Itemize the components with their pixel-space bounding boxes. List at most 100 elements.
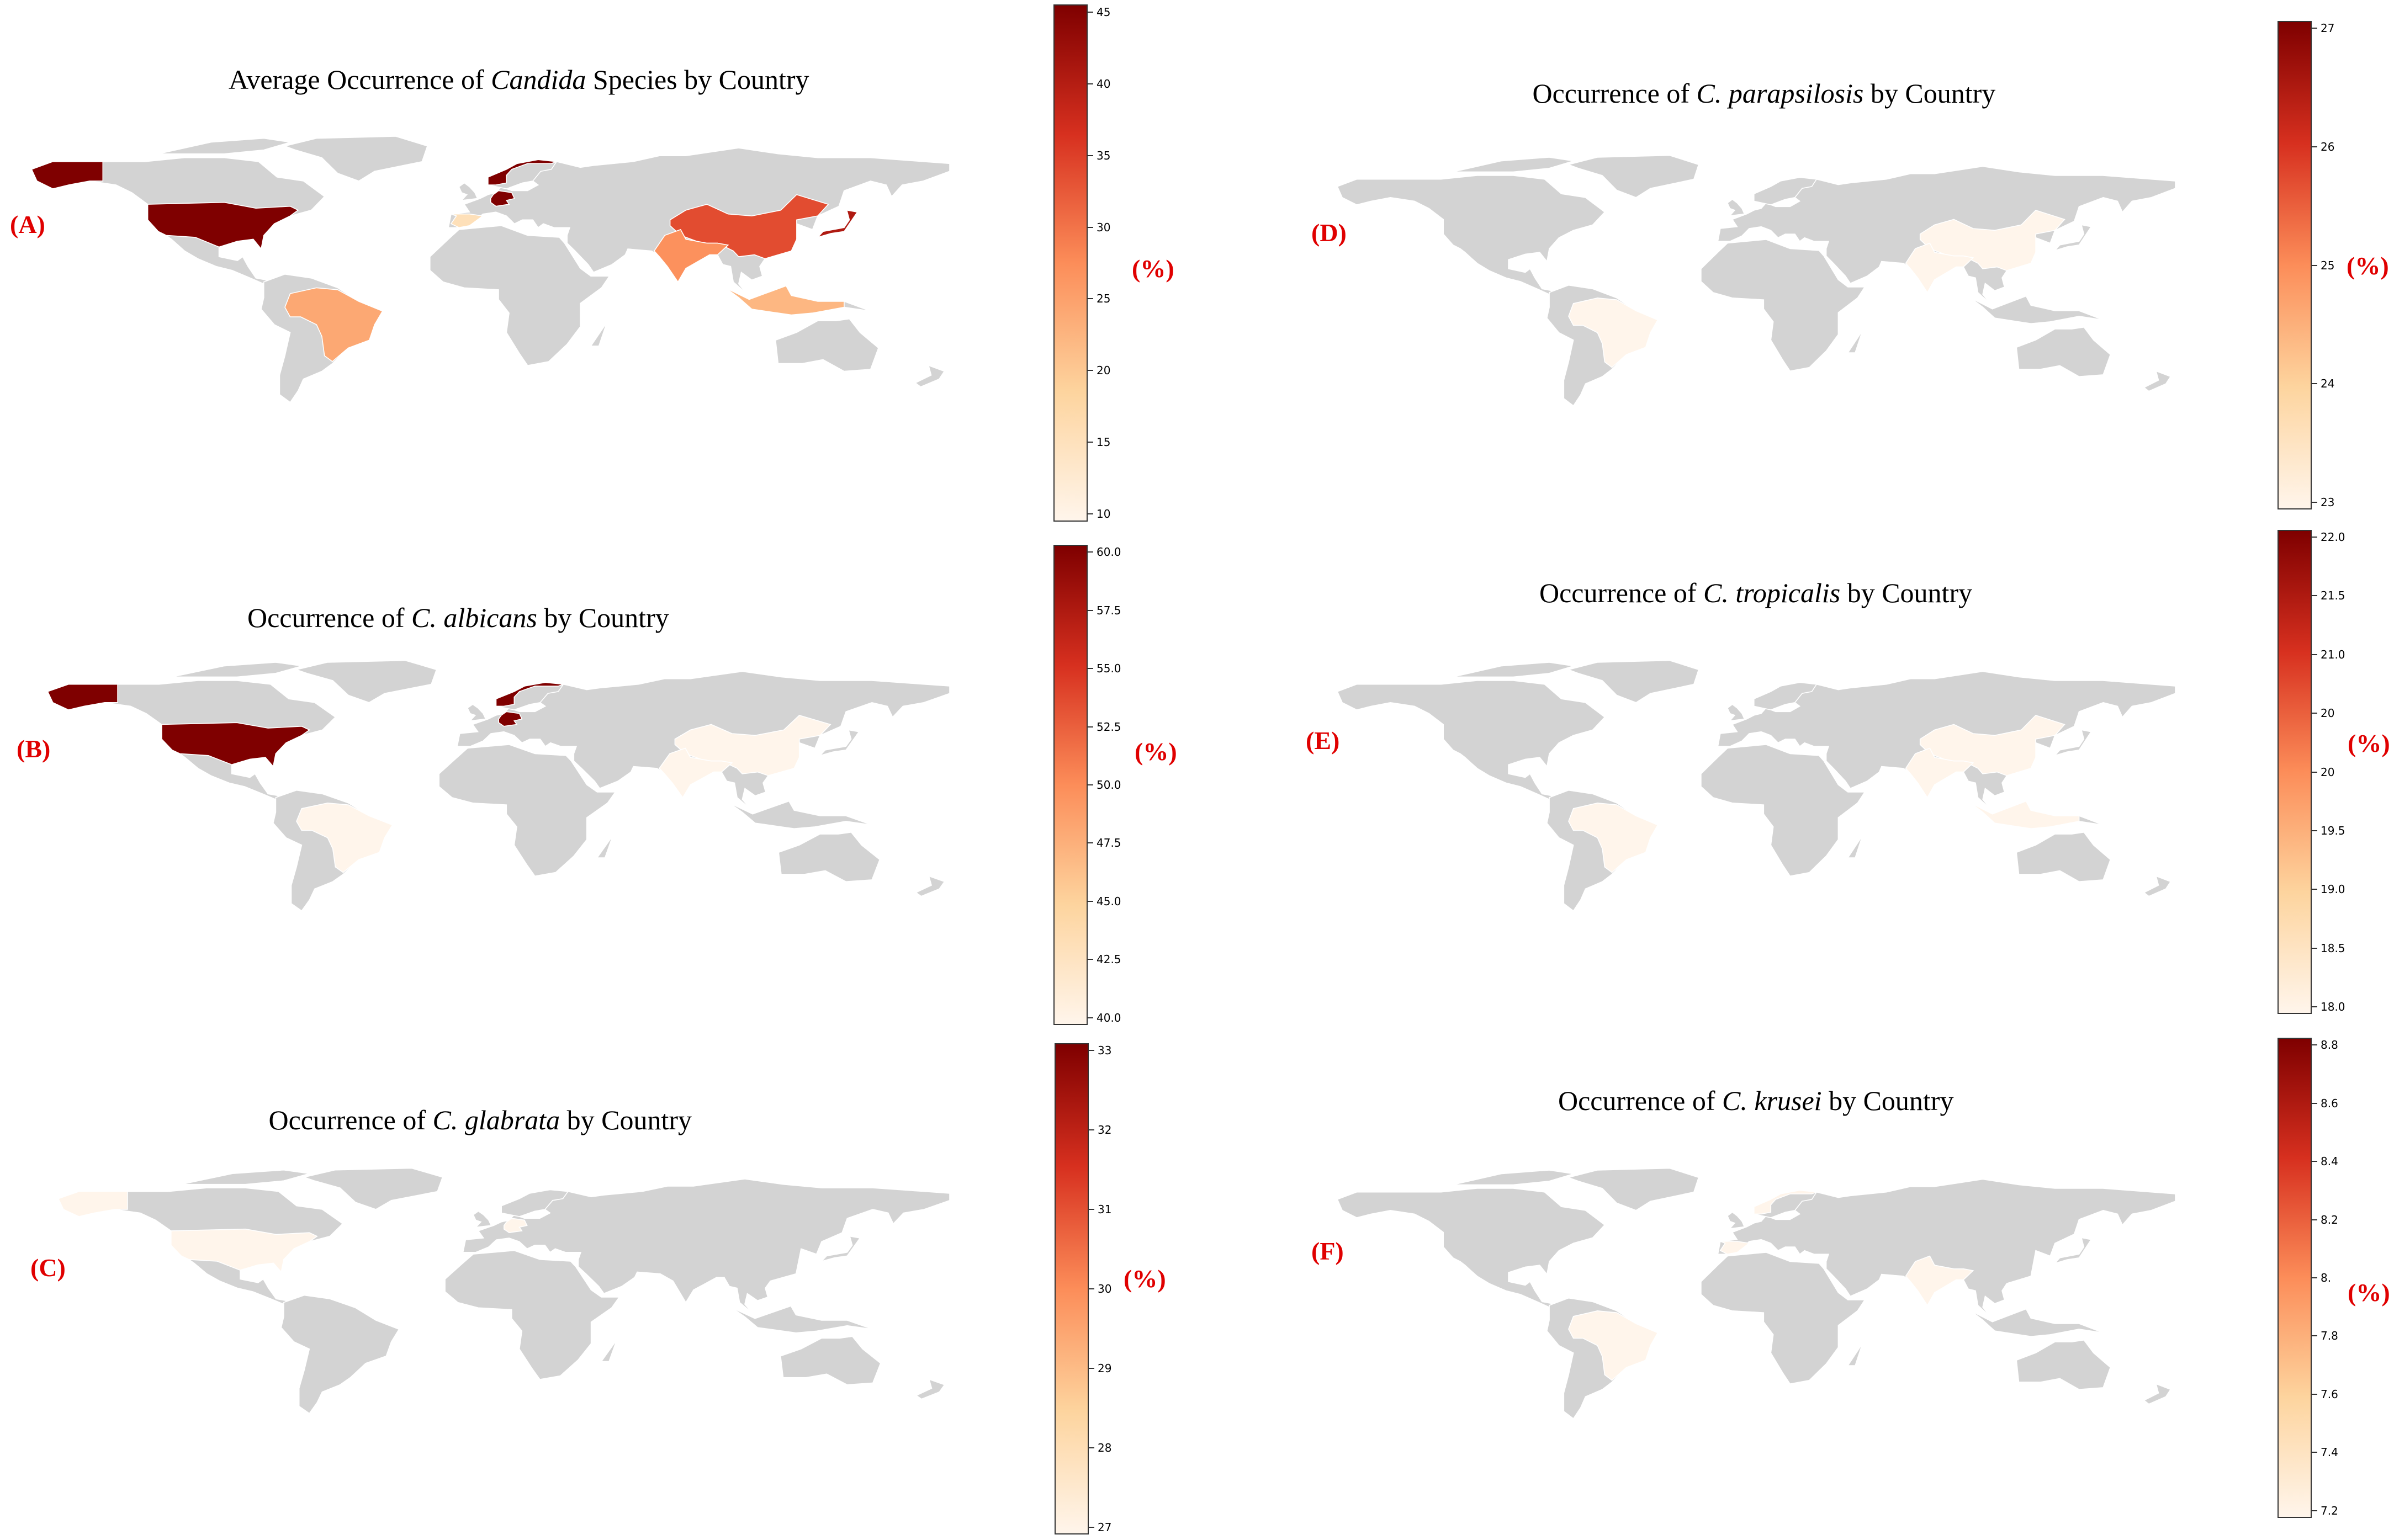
- country-spain: [1719, 1241, 1751, 1255]
- country-brazil: [1568, 802, 1659, 873]
- colorbar-tick-mark: [1088, 1017, 1093, 1018]
- map-panel-a: [31, 136, 950, 403]
- country-india: [659, 747, 733, 799]
- colorbar-tick-mark: [2312, 1044, 2317, 1046]
- colorbar-tick-mark: [1089, 1129, 1094, 1131]
- colorbar-tick-label: 25: [2321, 258, 2335, 272]
- landmass-new-zealand: [915, 1378, 945, 1400]
- country-united-states: [147, 201, 299, 250]
- colorbar-tick-label: 24: [2321, 377, 2335, 391]
- colorbar-tick-label: 22.0: [2321, 530, 2345, 544]
- landmass-indonesia: [732, 1305, 873, 1334]
- landmass-great-britain: [1726, 199, 1745, 216]
- landmass-madagascar: [600, 1340, 617, 1362]
- colorbar-tick-mark: [1088, 784, 1093, 785]
- panel-title-f: Occurrence of C. krusei by Country: [1558, 1085, 1953, 1117]
- colorbar-tick-mark: [1088, 83, 1093, 84]
- landmass-indonesia: [1970, 295, 2104, 325]
- colorbar-tick-label: 10: [1097, 507, 1111, 521]
- colorbar-tick-mark: [1089, 1367, 1094, 1369]
- colorbar-a: [1053, 4, 1088, 522]
- landmass-japan: [2053, 1237, 2092, 1265]
- country-germany: [490, 190, 515, 207]
- colorbar-tick-mark: [2312, 264, 2317, 266]
- colorbar-tick-mark: [2312, 537, 2317, 538]
- colorbar-tick-label: 47.5: [1097, 836, 1121, 850]
- colorbar-tick-mark: [2312, 713, 2317, 714]
- colorbar-tick-label: 42.5: [1097, 953, 1121, 967]
- colorbar-tick-label: 7.4: [2321, 1446, 2338, 1459]
- colorbar-tick-mark: [1088, 668, 1093, 670]
- landmass-scandinavia: [1754, 177, 1818, 205]
- colorbar-tick-mark: [1089, 1209, 1094, 1210]
- title-text: Occurrence of: [1532, 78, 1697, 109]
- landmass-australia: [778, 831, 881, 883]
- title-species: C. parapsilosis: [1696, 78, 1864, 109]
- landmass-arctic-islands: [1453, 157, 1574, 173]
- landmass-new-zealand: [2143, 875, 2171, 897]
- landmass-africa: [1701, 1252, 1866, 1385]
- panel-label-a: (A): [10, 210, 45, 238]
- colorbar-tick-label: 19.5: [2321, 824, 2345, 837]
- colorbar-tick-label: 30: [1097, 220, 1111, 234]
- colorbar-tick-mark: [2312, 28, 2317, 29]
- colorbar-tick-label: 55.0: [1097, 662, 1121, 676]
- colorbar-tick-label: 30: [1098, 1282, 1112, 1295]
- landmass-arctic-islands: [1453, 1170, 1574, 1186]
- colorbar-tick-mark: [1088, 298, 1093, 300]
- landmass-madagascar: [596, 835, 613, 858]
- colorbar-tick-mark: [1088, 842, 1093, 844]
- title-text: Occurrence of: [247, 602, 412, 633]
- colorbar-tick-mark: [1088, 551, 1093, 553]
- map-panel-f: [1337, 1167, 2176, 1420]
- colorbar-tick-label: 57.5: [1097, 603, 1121, 617]
- title-text: by Country: [1840, 577, 1973, 608]
- landmass-arctic-islands: [158, 137, 290, 155]
- landmass-greenland: [295, 660, 437, 703]
- colorbar-tick-mark: [2312, 1006, 2317, 1007]
- map-panel-e: [1337, 660, 2176, 912]
- landmass-greenland: [1567, 660, 1699, 703]
- colorbar-c: [1055, 1043, 1089, 1534]
- panel-title-c: Occurrence of C. glabrata by Country: [269, 1104, 692, 1136]
- colorbar-tick-mark: [2312, 501, 2317, 503]
- landmass-africa: [438, 744, 616, 877]
- colorbar-tick-label: 25: [1097, 292, 1111, 306]
- landmass-indonesia: [1970, 1308, 2104, 1337]
- landmass-japan: [2053, 224, 2092, 252]
- title-species: C. glabrata: [432, 1104, 560, 1135]
- colorbar-tick-label: 35: [1097, 148, 1111, 162]
- country-indonesia: [725, 285, 845, 316]
- landmass-africa: [1701, 744, 1866, 877]
- colorbar-tick-label: 8.4: [2321, 1155, 2338, 1169]
- landmass-new-zealand: [2143, 1383, 2171, 1405]
- colorbar-tick-mark: [2312, 595, 2317, 597]
- country-norway: [495, 682, 564, 707]
- title-text: Average Occurrence of: [229, 64, 491, 95]
- colorbar-tick-label: 8.: [2321, 1271, 2332, 1284]
- country-germany: [498, 711, 523, 727]
- panel-label-e: (E): [1306, 726, 1340, 755]
- country-united-states: [170, 1228, 318, 1273]
- colorbar-d: [2278, 21, 2312, 509]
- country-indonesia: [1970, 800, 2080, 830]
- title-species: C. krusei: [1722, 1085, 1822, 1116]
- colorbar-e: [2278, 530, 2312, 1014]
- landmass-madagascar: [590, 322, 607, 347]
- title-text: Occurrence of: [1539, 577, 1704, 608]
- colorbar-tick-mark: [1088, 959, 1093, 960]
- colorbar-tick-mark: [1088, 442, 1093, 443]
- country-brazil: [296, 802, 393, 873]
- colorbar-tick-label: 18.0: [2321, 1000, 2345, 1013]
- landmass-new-zealand: [915, 875, 945, 897]
- country-brazil: [1568, 297, 1659, 368]
- colorbar-tick-mark: [1089, 1526, 1094, 1528]
- colorbar-tick-label: 8.8: [2321, 1038, 2338, 1052]
- landmass-madagascar: [1847, 330, 1863, 353]
- landmass-arctic-islands: [181, 1169, 310, 1185]
- country-spain: [450, 213, 484, 229]
- landmass-arctic-islands: [172, 662, 302, 678]
- country-india: [1905, 747, 1974, 799]
- landmass-japan: [820, 1235, 861, 1262]
